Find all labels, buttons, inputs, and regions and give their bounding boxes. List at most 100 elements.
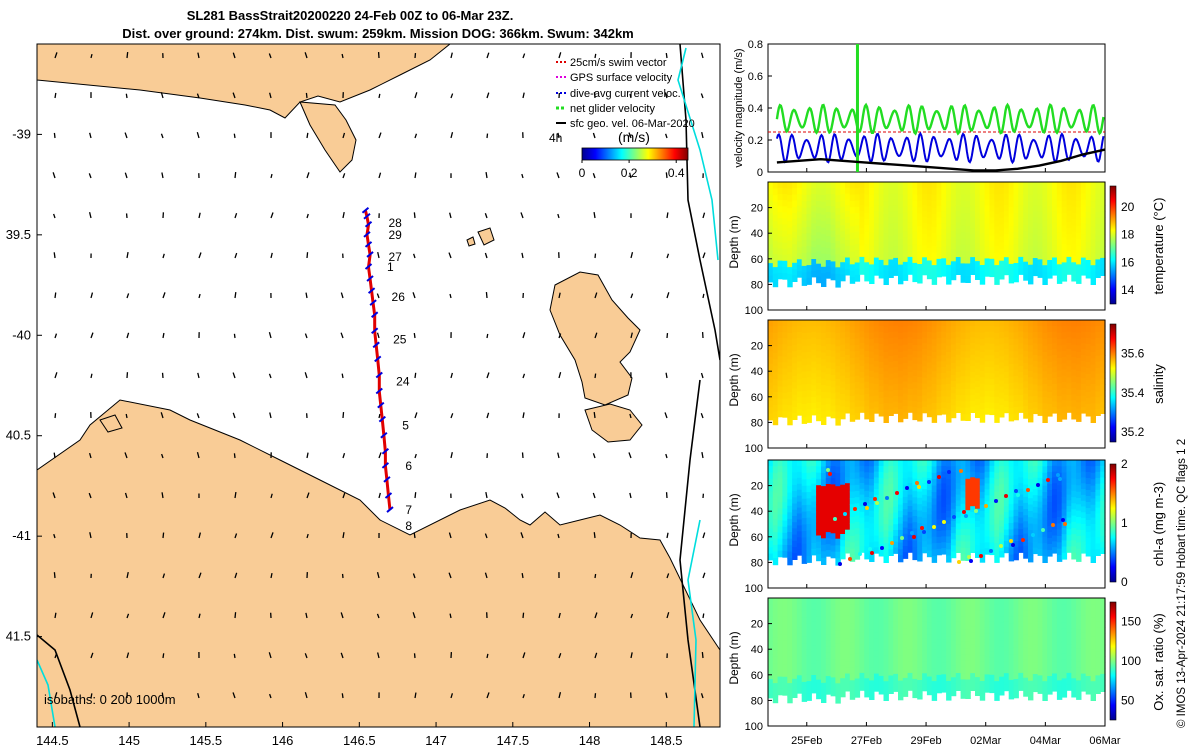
- heatmap-cell: [777, 212, 783, 219]
- heatmap-cell: [801, 227, 808, 235]
- heatmap-cell: [902, 539, 909, 547]
- heatmap-cell: [1032, 644, 1039, 652]
- heatmap-cell: [984, 621, 990, 628]
- heatmap-cell: [926, 386, 933, 393]
- heatmap-cell: [1052, 547, 1058, 554]
- heatmap-cell: [984, 495, 990, 502]
- heatmap-cell: [768, 351, 774, 358]
- heatmap-cell: [917, 383, 923, 390]
- colorbar-tick-label: 0.4: [668, 166, 685, 180]
- heatmap-cell: [854, 375, 861, 383]
- heatmap-cell: [792, 509, 798, 517]
- heatmap-cell: [1071, 610, 1077, 618]
- heatmap-cell: [960, 673, 966, 680]
- heatmap-cell: [1056, 648, 1063, 656]
- heatmap-cell: [960, 654, 966, 662]
- heatmap-cell: [796, 271, 803, 278]
- heatmap-cell: [1028, 536, 1034, 544]
- heatmap-cell: [984, 234, 990, 242]
- heatmap-cell: [994, 655, 1000, 663]
- heatmap-cell: [898, 687, 904, 694]
- heatmap-cell: [1037, 331, 1043, 339]
- heatmap-cell: [1071, 497, 1077, 504]
- heatmap-cell: [936, 495, 942, 502]
- heatmap-cell: [1023, 509, 1029, 516]
- heatmap-cell: [907, 343, 913, 350]
- heatmap-cell: [782, 356, 788, 364]
- geo-vector: [628, 132, 632, 139]
- heatmap-cell: [849, 510, 856, 518]
- heatmap-cell: [1028, 661, 1034, 669]
- heatmap-cell: [989, 402, 995, 410]
- heatmap-cell: [777, 496, 783, 503]
- heatmap-cell: [796, 343, 803, 351]
- heatmap-cell: [922, 500, 928, 507]
- heatmap-cell: [782, 374, 788, 382]
- heatmap-cell: [1042, 371, 1048, 379]
- heatmap-cell: [821, 339, 827, 347]
- heatmap-cell: [825, 508, 832, 515]
- heatmap-cell: [1052, 535, 1058, 542]
- heatmap-cell: [994, 466, 1000, 474]
- heatmap-cell: [883, 662, 889, 669]
- heatmap-cell: [854, 478, 861, 486]
- heatmap-cell: [1095, 466, 1101, 473]
- heatmap-cell: [1042, 377, 1048, 385]
- depth-tick-label: 100: [745, 443, 763, 455]
- heatmap-cell: [825, 598, 832, 605]
- heatmap-cell: [912, 622, 918, 630]
- heatmap-cell: [1061, 375, 1068, 383]
- heatmap-cell: [768, 503, 774, 511]
- heatmap-cell: [772, 208, 779, 216]
- depth-tick-label: 80: [751, 279, 763, 291]
- heatmap-cell: [811, 598, 817, 605]
- heatmap-cell: [825, 188, 832, 195]
- heatmap-cell: [955, 257, 962, 264]
- heatmap-cell: [1018, 511, 1024, 519]
- heatmap-cell: [869, 472, 875, 480]
- map-y-tick-label: 40.5: [6, 428, 31, 443]
- heatmap-cell: [907, 511, 913, 519]
- heatmap-cell: [989, 223, 995, 230]
- heatmap-cell: [898, 345, 904, 353]
- heatmap-cell: [835, 405, 841, 413]
- heatmap-cell: [1095, 271, 1101, 278]
- heatmap-cell: [1052, 529, 1058, 537]
- heatmap-cell: [965, 478, 971, 486]
- heatmap-cell: [1076, 339, 1082, 346]
- heatmap-cell: [787, 611, 793, 619]
- heatmap-cell: [898, 680, 904, 688]
- heatmap-cell: [912, 553, 918, 561]
- heatmap-cell: [950, 362, 957, 370]
- heatmap-cell: [849, 226, 856, 234]
- heatmap-cell: [1032, 679, 1039, 687]
- heatmap-cell: [878, 188, 885, 195]
- heatmap-cell: [1076, 415, 1082, 422]
- heatmap-cell: [1095, 211, 1101, 219]
- heatmap-cell: [1095, 403, 1101, 410]
- heatmap-cell: [984, 686, 990, 693]
- heatmap-cell: [1008, 245, 1015, 252]
- heatmap-cell: [979, 351, 986, 359]
- heatmap-cell: [984, 633, 990, 640]
- geo-vector: [593, 211, 596, 219]
- geo-vector: [306, 452, 309, 459]
- heatmap-cell: [1023, 521, 1029, 528]
- heatmap-cell: [1023, 671, 1029, 679]
- heatmap-cell: [1095, 471, 1101, 479]
- heatmap-cell: [845, 603, 851, 611]
- heatmap-cell: [777, 338, 783, 345]
- heatmap-cell: [1080, 389, 1087, 397]
- heatmap-cell: [796, 241, 803, 248]
- heatmap-cell: [796, 651, 803, 658]
- heatmap-cell: [1032, 609, 1039, 617]
- geo-vector: [270, 252, 273, 259]
- panel-colorbar: [1109, 463, 1117, 583]
- heatmap-cell: [1100, 366, 1106, 374]
- heatmap-cell: [1066, 360, 1072, 367]
- heatmap-cell: [835, 359, 841, 367]
- heatmap-cell: [1071, 666, 1077, 673]
- heatmap-cell: [926, 460, 933, 467]
- geo-vector: [522, 612, 525, 619]
- heatmap-cell: [999, 484, 1005, 491]
